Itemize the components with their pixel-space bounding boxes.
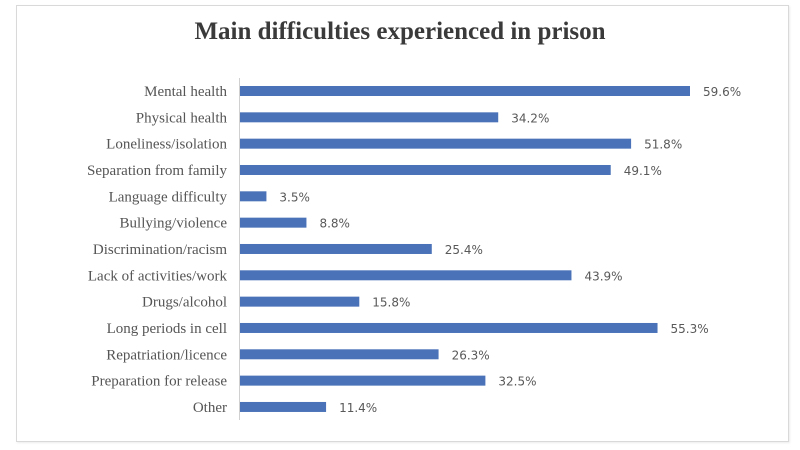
category-label: Bullying/violence xyxy=(120,216,228,232)
category-label: Other xyxy=(193,400,227,416)
value-label: 11.4% xyxy=(339,401,377,415)
bar xyxy=(240,322,658,333)
value-label: 51.8% xyxy=(644,138,682,152)
category-label: Repatriation/licence xyxy=(106,347,227,363)
category-label: Long periods in cell xyxy=(107,321,227,337)
bar xyxy=(240,375,486,386)
value-label: 55.3% xyxy=(671,322,709,336)
chart-title: Main difficulties experienced in prison xyxy=(194,18,606,45)
value-label: 32.5% xyxy=(498,375,536,389)
value-label: 15.8% xyxy=(372,296,410,310)
category-label: Loneliness/isolation xyxy=(106,137,227,153)
bar xyxy=(240,191,267,202)
bar xyxy=(240,138,632,149)
bar xyxy=(240,164,611,175)
category-label: Separation from family xyxy=(87,163,227,179)
bar xyxy=(240,86,690,96)
category-label: Preparation for release xyxy=(91,374,227,390)
value-label: 3.5% xyxy=(279,190,310,204)
bar xyxy=(240,243,432,254)
value-label: 25.4% xyxy=(445,243,483,257)
bar xyxy=(240,217,307,228)
category-label: Lack of activities/work xyxy=(88,268,228,284)
value-label: 43.9% xyxy=(584,269,622,283)
category-label: Discrimination/racism xyxy=(93,242,227,258)
value-label: 26.3% xyxy=(452,348,490,362)
chart-frame xyxy=(16,5,789,442)
category-label: Language difficulty xyxy=(109,189,228,205)
bar xyxy=(240,349,439,360)
value-label: 8.8% xyxy=(319,217,350,231)
bar xyxy=(240,270,572,281)
value-label: 59.6% xyxy=(703,85,741,99)
value-label: 34.2% xyxy=(511,111,549,125)
value-label: 49.1% xyxy=(624,164,662,178)
category-label: Drugs/alcohol xyxy=(142,295,227,311)
bar xyxy=(240,112,499,123)
category-label: Mental health xyxy=(144,84,227,100)
category-label: Physical health xyxy=(136,110,228,126)
bar xyxy=(240,401,327,412)
bar xyxy=(240,296,360,307)
